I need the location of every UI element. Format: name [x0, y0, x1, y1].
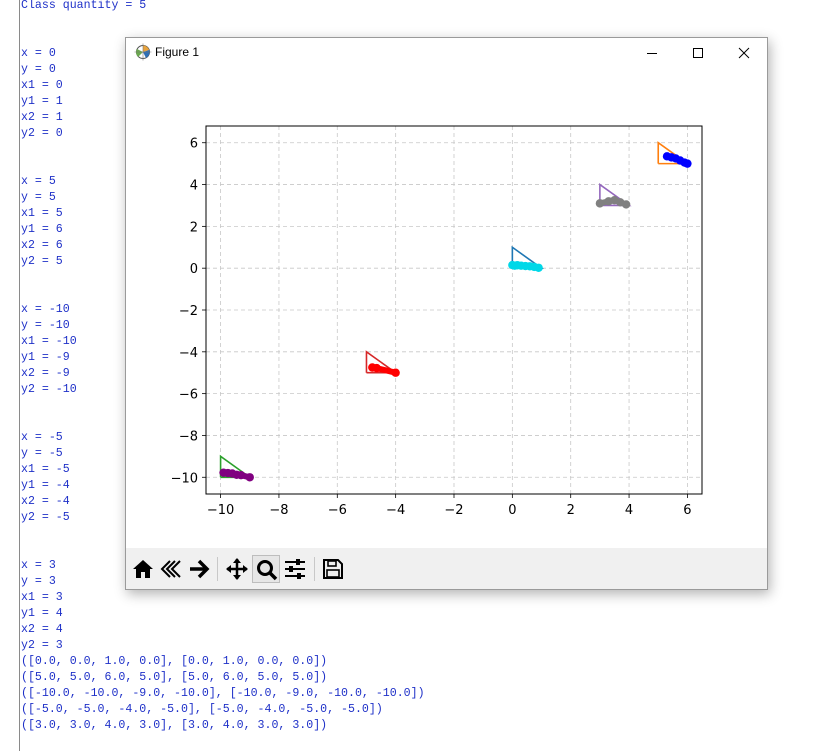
console-margin-line [19, 0, 20, 751]
console-line: y = -10 [21, 319, 70, 332]
console-line: x = 0 [21, 47, 56, 60]
x-tick-label: −8 [269, 503, 288, 518]
console-line: x1 = -5 [21, 463, 70, 476]
back-arrow-icon [160, 560, 181, 578]
console-line: y = 3 [21, 575, 56, 588]
console-line: x = -5 [21, 431, 63, 444]
forward-arrow-icon [190, 559, 210, 579]
console-line: y2 = -5 [21, 511, 70, 524]
console-line: y1 = 1 [21, 95, 63, 108]
figure-canvas[interactable]: −10 −8 −6 −4 −2 0 2 4 6 −10 −8 −6 −4 −2 0 2 4 6 [126, 67, 767, 548]
console-line: y1 = -4 [21, 479, 70, 492]
forward-button[interactable] [185, 555, 213, 583]
x-tick-label: 0 [508, 503, 516, 518]
series-4-point [595, 199, 605, 208]
y-tick-label: −10 [171, 471, 198, 486]
console-line: y1 = -9 [21, 351, 70, 364]
console-line: ([3.0, 3.0, 4.0, 3.0], [3.0, 4.0, 3.0, 3… [21, 719, 328, 732]
console-line: y2 = 3 [21, 639, 63, 652]
console-line: x1 = 5 [21, 207, 63, 220]
console-line: y2 = -10 [21, 383, 77, 396]
save-button[interactable] [319, 555, 347, 583]
console-line: x2 = 4 [21, 623, 63, 636]
console-line: Class quantity = 5 [21, 0, 147, 12]
toolbar-separator [217, 557, 218, 581]
y-tick-label: −8 [179, 429, 198, 444]
pan-move-icon [226, 558, 248, 580]
scatter-line-chart: −10 −8 −6 −4 −2 0 2 4 6 −10 −8 −6 −4 −2 0 2 4 6 [171, 125, 703, 518]
console-line: x = -10 [21, 303, 70, 316]
console-line: y = 0 [21, 63, 56, 76]
x-tick-label: 2 [567, 503, 575, 518]
console-line: x2 = -4 [21, 495, 70, 508]
pan-button[interactable] [223, 555, 251, 583]
series-3-point [372, 363, 381, 373]
configure-subplots-button[interactable] [281, 555, 309, 583]
console-line: y = -5 [21, 447, 63, 460]
console-line: y2 = 0 [21, 127, 63, 140]
zoom-button[interactable] [252, 555, 280, 583]
y-tick-label: −2 [179, 304, 198, 319]
console-line: x1 = -10 [21, 335, 77, 348]
y-tick-label: 6 [190, 137, 198, 152]
series-2-point [245, 473, 254, 482]
console-line: x1 = 3 [21, 591, 63, 604]
console-line: ([5.0, 5.0, 6.0, 5.0], [5.0, 6.0, 5.0, 5… [21, 671, 328, 684]
minimize-button[interactable] [629, 38, 675, 67]
series-0-point [534, 263, 543, 272]
y-tick-label: 4 [190, 179, 198, 194]
console-line: y2 = 5 [21, 255, 63, 268]
console-line: y = 5 [21, 191, 56, 204]
title-bar[interactable]: Figure 1 [126, 38, 767, 67]
back-button[interactable] [157, 555, 185, 583]
console-line: x2 = 6 [21, 239, 63, 252]
toolbar-separator [314, 557, 315, 581]
sliders-icon [285, 559, 305, 579]
series-1-triangle-line [657, 141, 690, 165]
y-tick-label: 2 [190, 220, 198, 235]
y-tick-label: −4 [179, 346, 198, 361]
x-tick-label: −4 [386, 503, 405, 518]
maximize-button[interactable] [675, 38, 721, 67]
navigation-toolbar [126, 548, 767, 589]
series-3-point [391, 368, 400, 377]
console-line: y1 = 6 [21, 223, 63, 236]
series-1-point [683, 159, 692, 168]
y-tick-label: −6 [179, 388, 198, 403]
console-line: ([0.0, 0.0, 1.0, 0.0], [0.0, 1.0, 0.0, 0… [21, 655, 328, 668]
save-disk-icon [323, 559, 343, 579]
console-line: y1 = 4 [21, 607, 63, 620]
home-button[interactable] [129, 555, 157, 583]
series-2-point [236, 470, 246, 480]
home-icon [133, 560, 153, 578]
x-tick-label: −10 [207, 503, 234, 518]
series-3-triangle-line [365, 350, 399, 374]
x-tick-label: 4 [625, 503, 633, 518]
close-icon [738, 47, 750, 59]
series-4-triangle-line [599, 182, 632, 207]
zoom-magnifier-icon [257, 560, 278, 581]
window-title: Figure 1 [155, 45, 200, 59]
maximize-icon [693, 48, 703, 58]
matplotlib-figure-icon [134, 43, 152, 61]
x-tick-label: −6 [328, 503, 347, 518]
figure-window[interactable]: Figure 1 −10 −8 −6 −4 −2 0 2 4 6 −10 −8 −6 −4 −2 0 2 4 6 [125, 37, 768, 590]
close-button[interactable] [721, 38, 767, 67]
x-tick-label: 6 [683, 503, 691, 518]
console-line: x = 3 [21, 559, 56, 572]
series-4-point [621, 200, 631, 209]
y-tick-label: 0 [190, 262, 198, 277]
minimize-icon [647, 53, 657, 54]
console-line: x2 = -9 [21, 367, 70, 380]
console-line: x1 = 0 [21, 79, 63, 92]
x-tick-label: −2 [444, 503, 463, 518]
console-line: x = 5 [21, 175, 56, 188]
console-line: x2 = 1 [21, 111, 63, 124]
console-line: ([-10.0, -10.0, -9.0, -10.0], [-10.0, -9… [21, 687, 425, 700]
console-line: ([-5.0, -5.0, -4.0, -5.0], [-5.0, -4.0, … [21, 703, 383, 716]
